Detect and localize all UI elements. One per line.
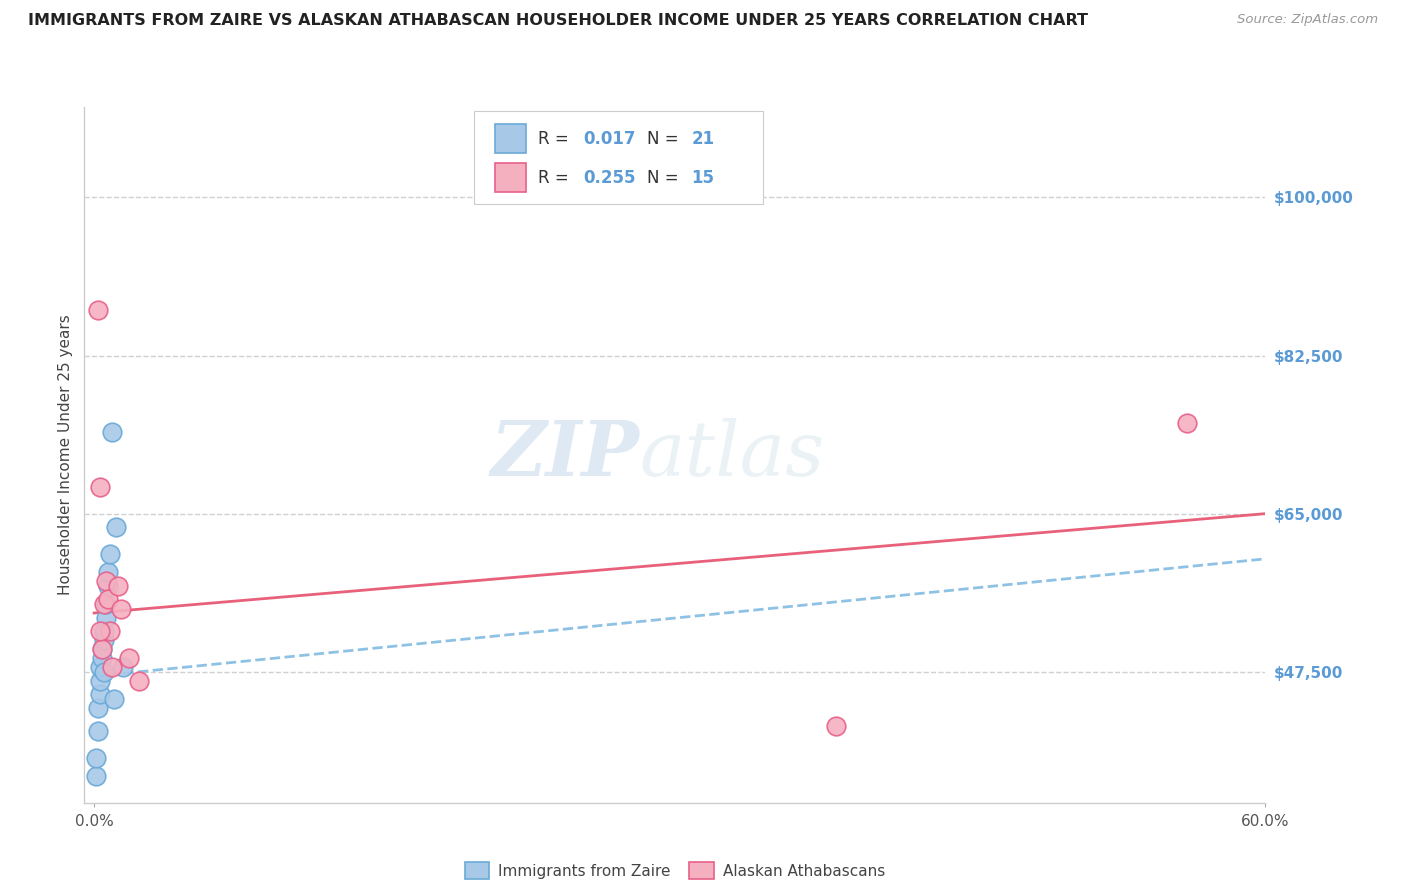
Text: 0.017: 0.017: [582, 129, 636, 147]
Point: [825, 719, 848, 733]
Point: [87, 303, 110, 318]
Point: [90, 642, 112, 657]
Point: [104, 520, 127, 534]
Point: [112, 660, 135, 674]
Legend: Immigrants from Zaire, Alaskan Athabascans: Immigrants from Zaire, Alaskan Athabasca…: [458, 855, 891, 886]
Point: [97, 592, 120, 607]
Text: atlas: atlas: [640, 418, 825, 491]
Point: [90, 642, 112, 657]
Point: [84, 750, 107, 764]
Point: [100, 660, 122, 674]
Point: [107, 579, 129, 593]
FancyBboxPatch shape: [474, 111, 763, 204]
Point: [103, 692, 125, 706]
Point: [118, 651, 141, 665]
Point: [94, 597, 117, 611]
Point: [98, 624, 121, 639]
Text: N =: N =: [647, 169, 683, 186]
Point: [89, 660, 111, 674]
Point: [93, 597, 115, 611]
Point: [89, 624, 111, 639]
Text: Source: ZipAtlas.com: Source: ZipAtlas.com: [1237, 13, 1378, 27]
Point: [84, 769, 107, 783]
Point: [89, 687, 111, 701]
Point: [1175, 417, 1198, 431]
Text: IMMIGRANTS FROM ZAIRE VS ALASKAN ATHABASCAN HOUSEHOLDER INCOME UNDER 25 YEARS CO: IMMIGRANTS FROM ZAIRE VS ALASKAN ATHABAS…: [28, 13, 1088, 29]
Point: [93, 624, 115, 639]
Point: [87, 701, 110, 715]
Y-axis label: Householder Income Under 25 years: Householder Income Under 25 years: [58, 315, 73, 595]
Point: [94, 574, 117, 589]
Text: ZIP: ZIP: [491, 418, 640, 491]
Text: 0.255: 0.255: [582, 169, 636, 186]
FancyBboxPatch shape: [495, 124, 526, 153]
Text: R =: R =: [538, 129, 574, 147]
Point: [94, 610, 117, 624]
Point: [98, 547, 121, 561]
Text: N =: N =: [647, 129, 683, 147]
Point: [93, 633, 115, 648]
Text: R =: R =: [538, 169, 574, 186]
Point: [100, 425, 122, 440]
Point: [90, 651, 112, 665]
Point: [97, 566, 120, 580]
Point: [89, 673, 111, 688]
Text: 21: 21: [692, 129, 714, 147]
Point: [97, 579, 120, 593]
Point: [128, 673, 150, 688]
Text: 15: 15: [692, 169, 714, 186]
Point: [89, 479, 111, 493]
Point: [93, 665, 115, 679]
Point: [87, 723, 110, 738]
FancyBboxPatch shape: [495, 163, 526, 193]
Point: [110, 601, 132, 615]
